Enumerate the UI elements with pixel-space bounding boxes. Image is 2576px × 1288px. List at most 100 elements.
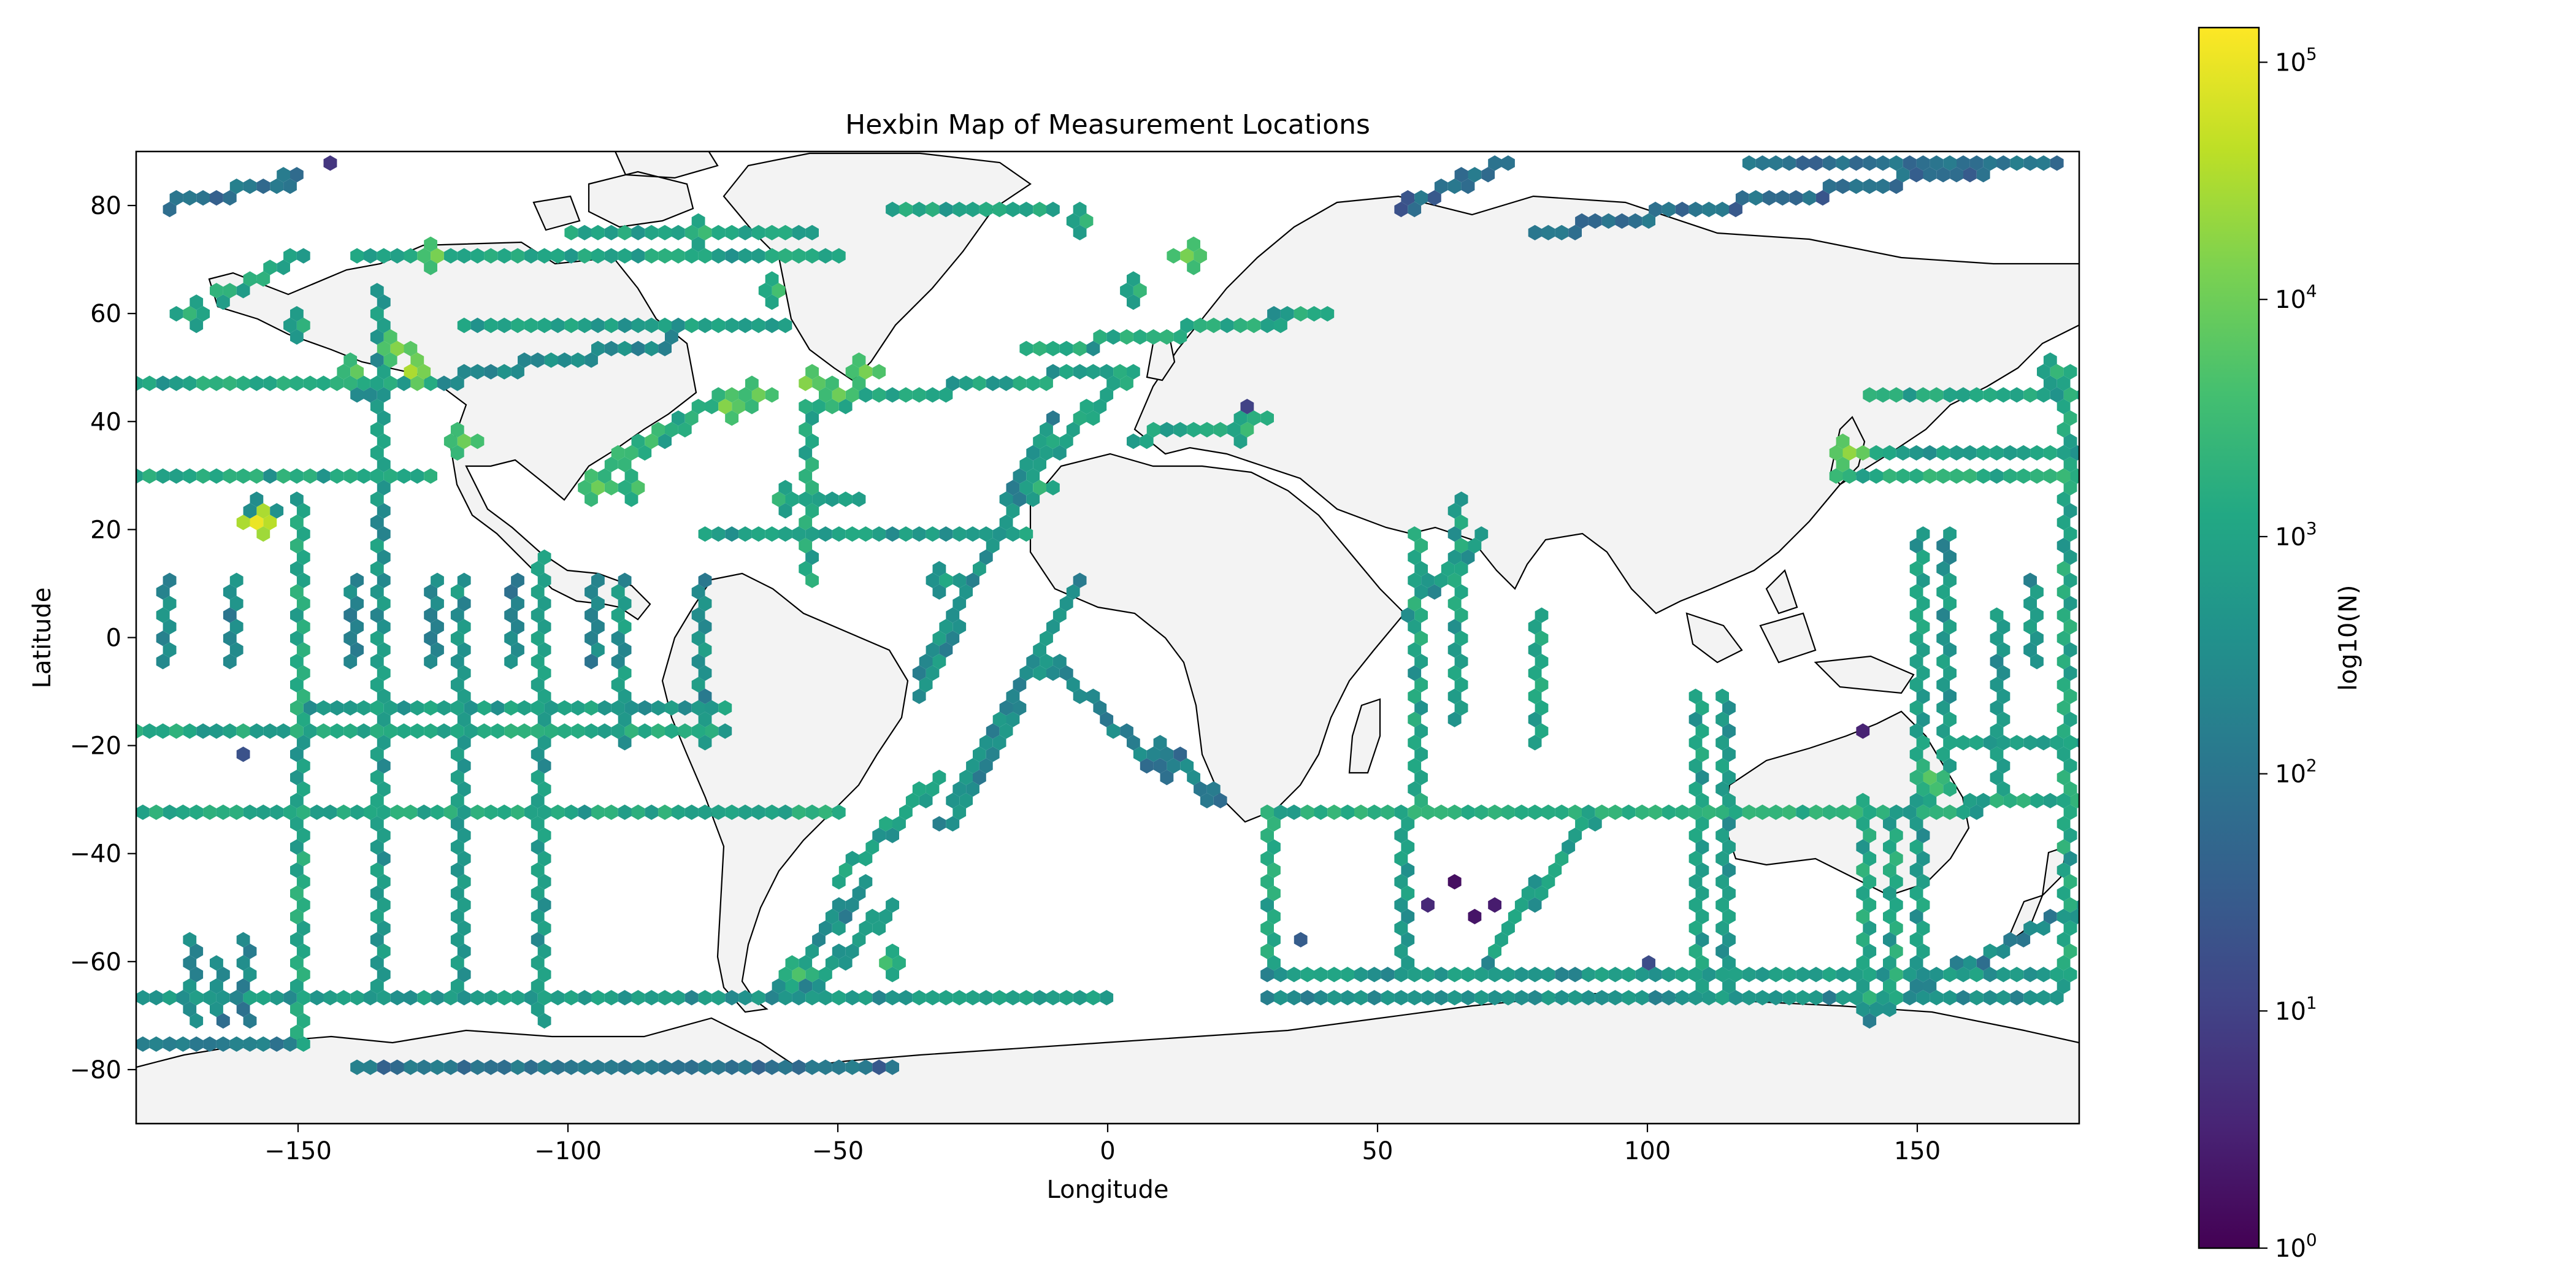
hexbin-cell	[450, 584, 464, 600]
hexbin-cell	[932, 584, 946, 600]
hexbin-cell	[564, 1059, 578, 1075]
hexbin-cell	[1026, 445, 1040, 461]
hexbin-cell	[1474, 967, 1489, 983]
hexbin-cell	[377, 688, 391, 704]
hexbin-cell	[1106, 375, 1121, 391]
hexbin-cell	[1836, 967, 1850, 983]
hexbin-cell	[410, 468, 424, 484]
hexbin-cell	[1127, 294, 1140, 310]
hexbin-cell	[845, 851, 859, 867]
hexbin-cell	[1889, 874, 1903, 890]
hexbin-cell	[1715, 735, 1729, 751]
hexbin-cell	[390, 1059, 404, 1075]
hexbin-cell	[618, 480, 632, 496]
hexbin-cell	[2030, 607, 2044, 623]
hexbin-cell	[343, 584, 358, 600]
hexbin-cell	[1428, 584, 1441, 600]
hexbin-cell	[236, 978, 250, 994]
hexbin-cell	[585, 723, 598, 739]
hexbin-cell	[1120, 723, 1133, 739]
hexbin-cell	[1394, 874, 1408, 890]
hexbin-cell	[2017, 468, 2031, 484]
hexbin-cell	[1588, 816, 1602, 832]
hexbin-cell	[1401, 886, 1415, 902]
hexbin-cell	[812, 491, 826, 507]
hexbin-cell	[725, 317, 739, 334]
hexbin-cell	[377, 827, 391, 843]
hexbin-cell	[1916, 619, 1930, 635]
hexbin-cell	[1990, 654, 2004, 670]
hexbin-cell	[1274, 804, 1287, 820]
hexbin-cell	[504, 700, 518, 716]
hexbin-cell	[296, 874, 310, 890]
hexbin-cell	[1789, 190, 1803, 206]
hexbin-cell	[2070, 908, 2079, 924]
hexbin-cell	[1367, 990, 1381, 1006]
hexbin-cell	[2063, 596, 2077, 611]
hexbin-cell	[450, 908, 464, 924]
hexbin-cell	[805, 804, 819, 820]
hexbin-cell	[912, 990, 926, 1006]
hexbin-cell	[450, 932, 464, 948]
hexbin-cell	[290, 908, 304, 924]
hexbin-cell	[912, 781, 926, 797]
hexbin-cell	[1782, 967, 1796, 983]
hexbin-cell	[2023, 735, 2037, 751]
hexbin-cell	[1287, 804, 1301, 820]
hexbin-cell	[845, 943, 859, 959]
hexbin-cell	[142, 723, 156, 739]
hexbin-cell	[370, 792, 384, 808]
hexbin-cell	[303, 375, 317, 391]
hexbin-cell	[531, 862, 545, 878]
hexbin-cell	[531, 700, 545, 716]
hexbin-cell	[1327, 804, 1341, 820]
hexbin-cell	[537, 735, 551, 751]
hexbin-cell	[631, 433, 645, 450]
hexbin-cell	[1809, 804, 1823, 820]
hexbin-cell	[183, 955, 197, 971]
hexbin-cell	[799, 468, 813, 484]
hexbin-cell	[2030, 792, 2044, 808]
hexbin-cell	[136, 990, 150, 1006]
hexbin-cell	[2063, 758, 2077, 774]
hexbin-cell	[370, 352, 384, 368]
hexbin-cell	[1930, 155, 1944, 171]
hexbin-cell	[1461, 178, 1475, 194]
hexbin-cell	[196, 468, 210, 484]
hexbin-cell	[1969, 387, 1984, 403]
hexbin-cell	[457, 758, 471, 774]
hexbin-cell	[1689, 990, 1703, 1006]
hexbin-cell	[290, 167, 304, 183]
hexbin-cell	[1447, 711, 1462, 727]
hexbin-cell	[698, 990, 712, 1006]
hexbin-cell	[377, 665, 391, 681]
hexbin-cell	[1521, 886, 1535, 902]
hexbin-cell	[149, 804, 163, 820]
hexbin-cell	[953, 781, 967, 797]
hexbin-cell	[424, 375, 437, 391]
hexbin-cell	[431, 990, 444, 1006]
hexbin-cell	[1535, 886, 1549, 902]
hexbin-cell	[838, 399, 853, 415]
hexbin-cell	[1856, 816, 1870, 832]
hexbin-cell	[926, 665, 940, 681]
hexbin-cell	[290, 839, 304, 855]
hexbin-cell	[1019, 201, 1033, 218]
hexbin-cell	[805, 456, 819, 472]
hexbin-cell	[169, 375, 183, 391]
hexbin-cell	[684, 317, 699, 334]
hexbin-cell	[999, 491, 1013, 507]
hexbin-cell	[377, 711, 391, 727]
hexbin-cell	[1541, 804, 1555, 820]
hexbin-cell	[1434, 804, 1448, 820]
hexbin-cell	[1936, 631, 1950, 646]
hexbin-cell	[1401, 816, 1415, 832]
hexbin-cell	[2057, 816, 2071, 832]
hexbin-cell	[2063, 897, 2077, 913]
hexbin-cell	[953, 572, 967, 588]
hexbin-cell	[450, 792, 464, 808]
hexbin-cell	[1454, 631, 1468, 646]
hexbin-cell	[2063, 711, 2077, 727]
hexbin-cell	[1863, 943, 1877, 959]
